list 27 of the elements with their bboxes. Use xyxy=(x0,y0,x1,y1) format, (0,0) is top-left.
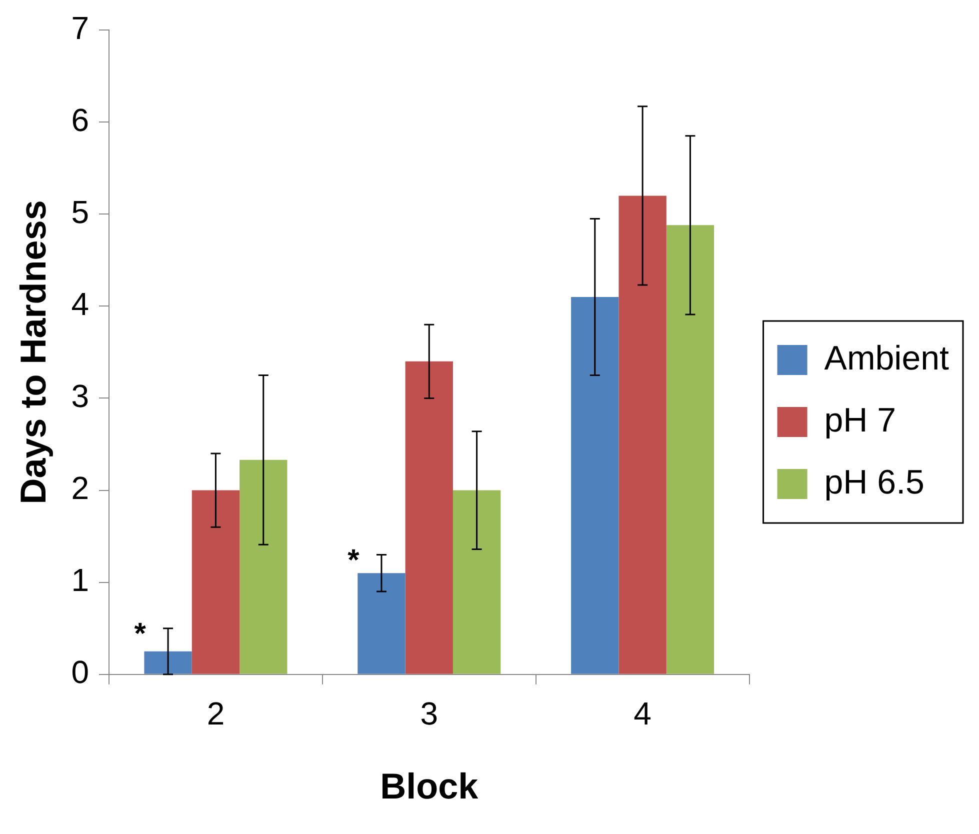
bar xyxy=(240,460,288,674)
bar xyxy=(358,573,406,674)
x-tick-label: 3 xyxy=(420,695,438,732)
y-tick-label: 4 xyxy=(71,286,89,322)
annotation: * xyxy=(134,618,146,651)
annotation: * xyxy=(348,544,360,577)
y-tick-label: 5 xyxy=(71,194,89,230)
bar xyxy=(618,196,666,674)
bar xyxy=(452,490,501,674)
bar xyxy=(666,225,714,674)
y-axis-title: Days to Hardness xyxy=(12,200,54,504)
y-tick-label: 6 xyxy=(71,102,89,138)
y-tick-label: 1 xyxy=(71,562,89,598)
y-tick-label: 0 xyxy=(71,654,89,690)
bar xyxy=(144,651,192,674)
bar xyxy=(571,296,619,674)
x-tick-label: 4 xyxy=(634,695,652,732)
bar xyxy=(192,490,240,674)
y-tick-label: 2 xyxy=(71,470,89,506)
y-tick-label: 3 xyxy=(71,378,89,414)
legend-label: pH 7 xyxy=(824,401,896,440)
y-tick-label: 7 xyxy=(71,10,89,46)
legend-label: pH 6.5 xyxy=(824,463,924,502)
legend-label: Ambient xyxy=(824,339,950,378)
x-tick-label: 2 xyxy=(206,695,225,732)
x-axis-title: Block xyxy=(380,765,480,806)
bar xyxy=(405,361,453,674)
